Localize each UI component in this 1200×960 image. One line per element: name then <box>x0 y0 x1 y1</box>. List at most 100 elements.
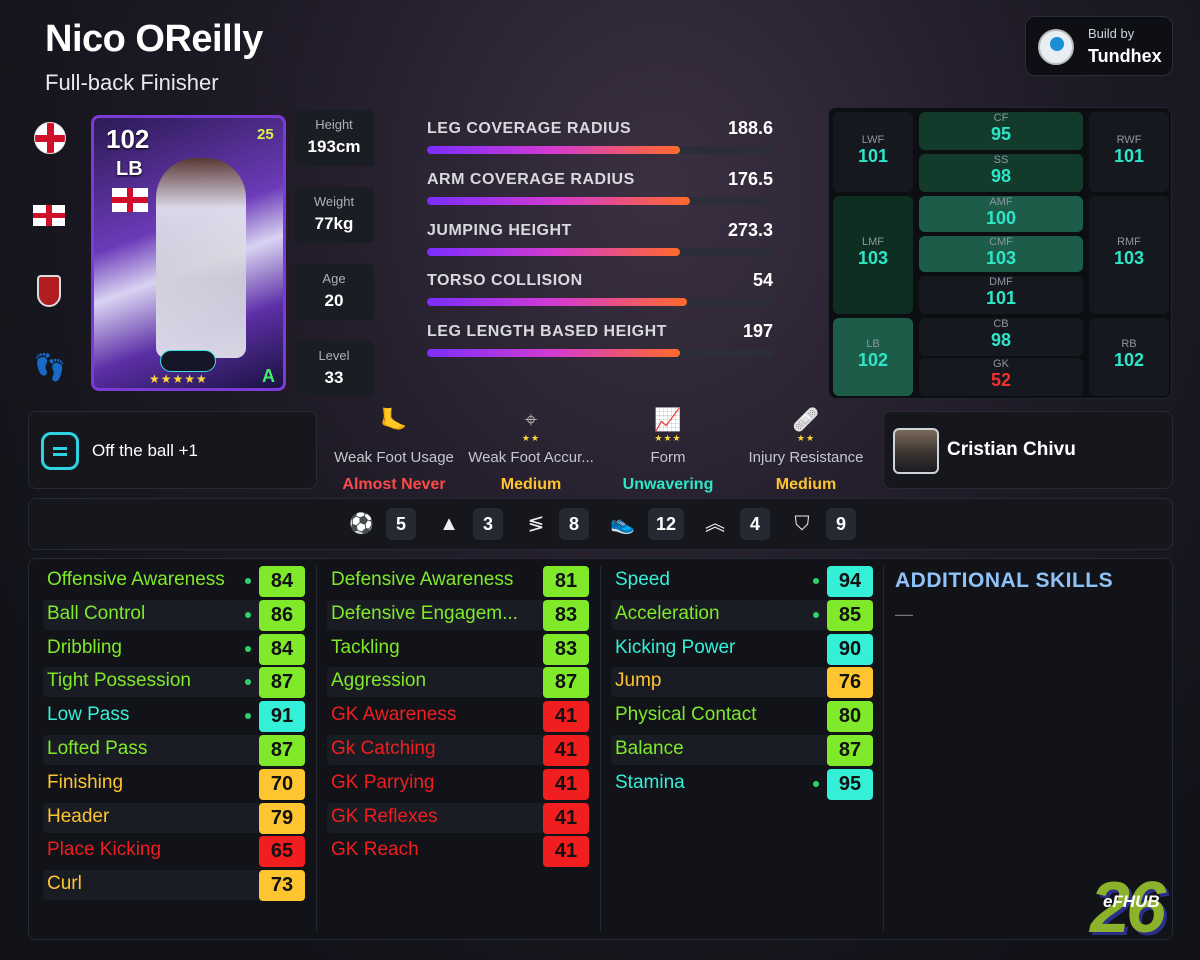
info-age: Age 20 <box>294 264 374 336</box>
stat-value: 79 <box>259 802 305 834</box>
cone-icon: ▲ <box>439 513 459 535</box>
stat-value: 90 <box>827 633 873 665</box>
stat-value: 41 <box>543 802 589 834</box>
attr-label: Weak Foot Accur... <box>468 449 594 466</box>
boost-indicator-icon <box>245 578 251 584</box>
info-label: Level <box>318 348 350 363</box>
stat-name: Gk Catching <box>331 738 436 759</box>
stat-row: Place Kicking 65 <box>43 836 305 868</box>
stat-name: Curl <box>47 873 82 895</box>
stat-value: 87 <box>259 667 305 699</box>
stat-name: GK Awareness <box>331 704 457 726</box>
build-by-name: Tundhex <box>1088 46 1162 66</box>
stat-value: 84 <box>259 633 305 665</box>
stat-value: 41 <box>543 768 589 800</box>
card-year: 25 <box>257 126 274 143</box>
stat-name: Place Kicking <box>47 839 162 861</box>
coach-box[interactable]: Cristian Chivu <box>883 411 1173 489</box>
attr-injury-resistance: 🩹 ★★ Injury Resistance Medium <box>736 407 876 494</box>
info-label: Weight <box>313 194 355 209</box>
stat-row: GK Reach 41 <box>327 836 589 868</box>
position-amf[interactable]: AMF 100 <box>919 196 1083 232</box>
stat-value: 81 <box>543 566 589 597</box>
stat-name: GK Reflexes <box>331 805 438 827</box>
physical-label: JUMPING HEIGHT <box>427 222 572 239</box>
stat-value: 95 <box>827 768 873 800</box>
foot-icon: 🦶 <box>380 407 408 432</box>
stat-value: 76 <box>827 667 873 699</box>
stat-row: Acceleration 85 <box>611 599 873 631</box>
stat-name: Defensive Awareness <box>331 569 514 590</box>
stat-row: Defensive Engagem... 83 <box>327 599 589 631</box>
position-rwf[interactable]: RWF 101 <box>1089 112 1169 192</box>
player-card[interactable]: 102 LB 25 ★★★★★ A <box>91 115 286 391</box>
physical-bar <box>427 298 773 306</box>
position-rb[interactable]: RB 102 <box>1089 318 1169 396</box>
stat-value: 84 <box>259 566 305 597</box>
stat-value: 86 <box>259 599 305 631</box>
stat-value: 41 <box>543 735 589 766</box>
stat-row: GK Awareness 41 <box>327 701 589 733</box>
card-badge-icon <box>160 350 216 372</box>
card-stars: ★★★★★ <box>149 372 208 386</box>
stat-name: Ball Control <box>47 602 146 624</box>
attr-weak-foot-usage: 🦶 Weak Foot Usage Almost Never <box>324 407 464 494</box>
position-gk[interactable]: GK 52 <box>919 358 1083 396</box>
dribble-icon: ≶ <box>527 513 545 535</box>
stat-name: Aggression <box>331 670 427 692</box>
position-cf[interactable]: CF 95 <box>919 112 1083 150</box>
stat-value: 83 <box>543 599 589 631</box>
position-cmf[interactable]: CMF 103 <box>919 236 1083 272</box>
position-ss[interactable]: SS 98 <box>919 154 1083 192</box>
stat-name: Kicking Power <box>615 636 736 658</box>
info-value: 20 <box>324 291 344 310</box>
physical-value: 188.6 <box>727 118 773 138</box>
info-label: Height <box>315 117 353 132</box>
build-by-badge[interactable]: Build by Tundhex <box>1025 16 1173 76</box>
info-weight: Weight 77kg <box>294 187 374 259</box>
stat-row: GK Reflexes 41 <box>327 802 589 834</box>
efhub-watermark-logo: 26 <box>1090 868 1166 948</box>
card-flag-icon <box>112 188 148 212</box>
position-lb[interactable]: LB 102 <box>833 318 913 396</box>
stat-row: Offensive Awareness 84 <box>43 566 305 597</box>
stat-value: 65 <box>259 836 305 868</box>
icon-bar-value: 12 <box>648 508 684 540</box>
stat-row: Dribbling 84 <box>43 633 305 665</box>
stat-row: Ball Control 86 <box>43 599 305 631</box>
stat-value: 73 <box>259 870 305 902</box>
playstyle-icon-bar: ⚽ 5 ▲ 3 ≶ 8 👟 12 ︽ 4 ⛉ 9 <box>28 498 1173 550</box>
physical-bar <box>427 248 773 256</box>
info-level: Level 33 <box>294 341 374 413</box>
physical-label: LEG COVERAGE RADIUS <box>427 120 632 137</box>
position-cb[interactable]: CB 98 <box>919 318 1083 356</box>
info-value: 33 <box>324 368 344 387</box>
stat-name: Acceleration <box>615 602 720 624</box>
stat-row: Lofted Pass 87 <box>43 735 305 766</box>
stat-value: 91 <box>259 701 305 733</box>
stat-row: Curl 73 <box>43 870 305 902</box>
position-dmf[interactable]: DMF 101 <box>919 276 1083 314</box>
player-skill-box[interactable]: Off the ball +1 <box>28 411 317 489</box>
attr-value: Almost Never <box>342 476 446 493</box>
region-flag-icon <box>33 205 65 226</box>
position-lmf[interactable]: LMF 103 <box>833 196 913 314</box>
efootball-skill-icon <box>41 432 79 470</box>
icon-bar-value: 4 <box>740 508 770 540</box>
physical-bar <box>427 197 773 205</box>
physical-label: TORSO COLLISION <box>427 272 583 289</box>
shield-icon: ⛉ <box>794 513 810 535</box>
stat-value: 87 <box>827 735 873 766</box>
position-lwf[interactable]: LWF 101 <box>833 112 913 192</box>
crosshair-icon: ⌖ <box>524 407 538 432</box>
stat-name: Lofted Pass <box>47 738 148 759</box>
boost-indicator-icon <box>813 578 819 584</box>
stat-name: Jump <box>615 670 662 692</box>
physical-label: LEG LENGTH BASED HEIGHT <box>427 323 667 340</box>
stat-name: Defensive Engagem... <box>331 602 518 624</box>
stat-row: Gk Catching 41 <box>327 735 589 766</box>
attr-value: Medium <box>775 476 837 493</box>
stat-row: Jump 76 <box>611 667 873 699</box>
physical-value: 273.3 <box>727 220 773 240</box>
position-rmf[interactable]: RMF 103 <box>1089 196 1169 314</box>
